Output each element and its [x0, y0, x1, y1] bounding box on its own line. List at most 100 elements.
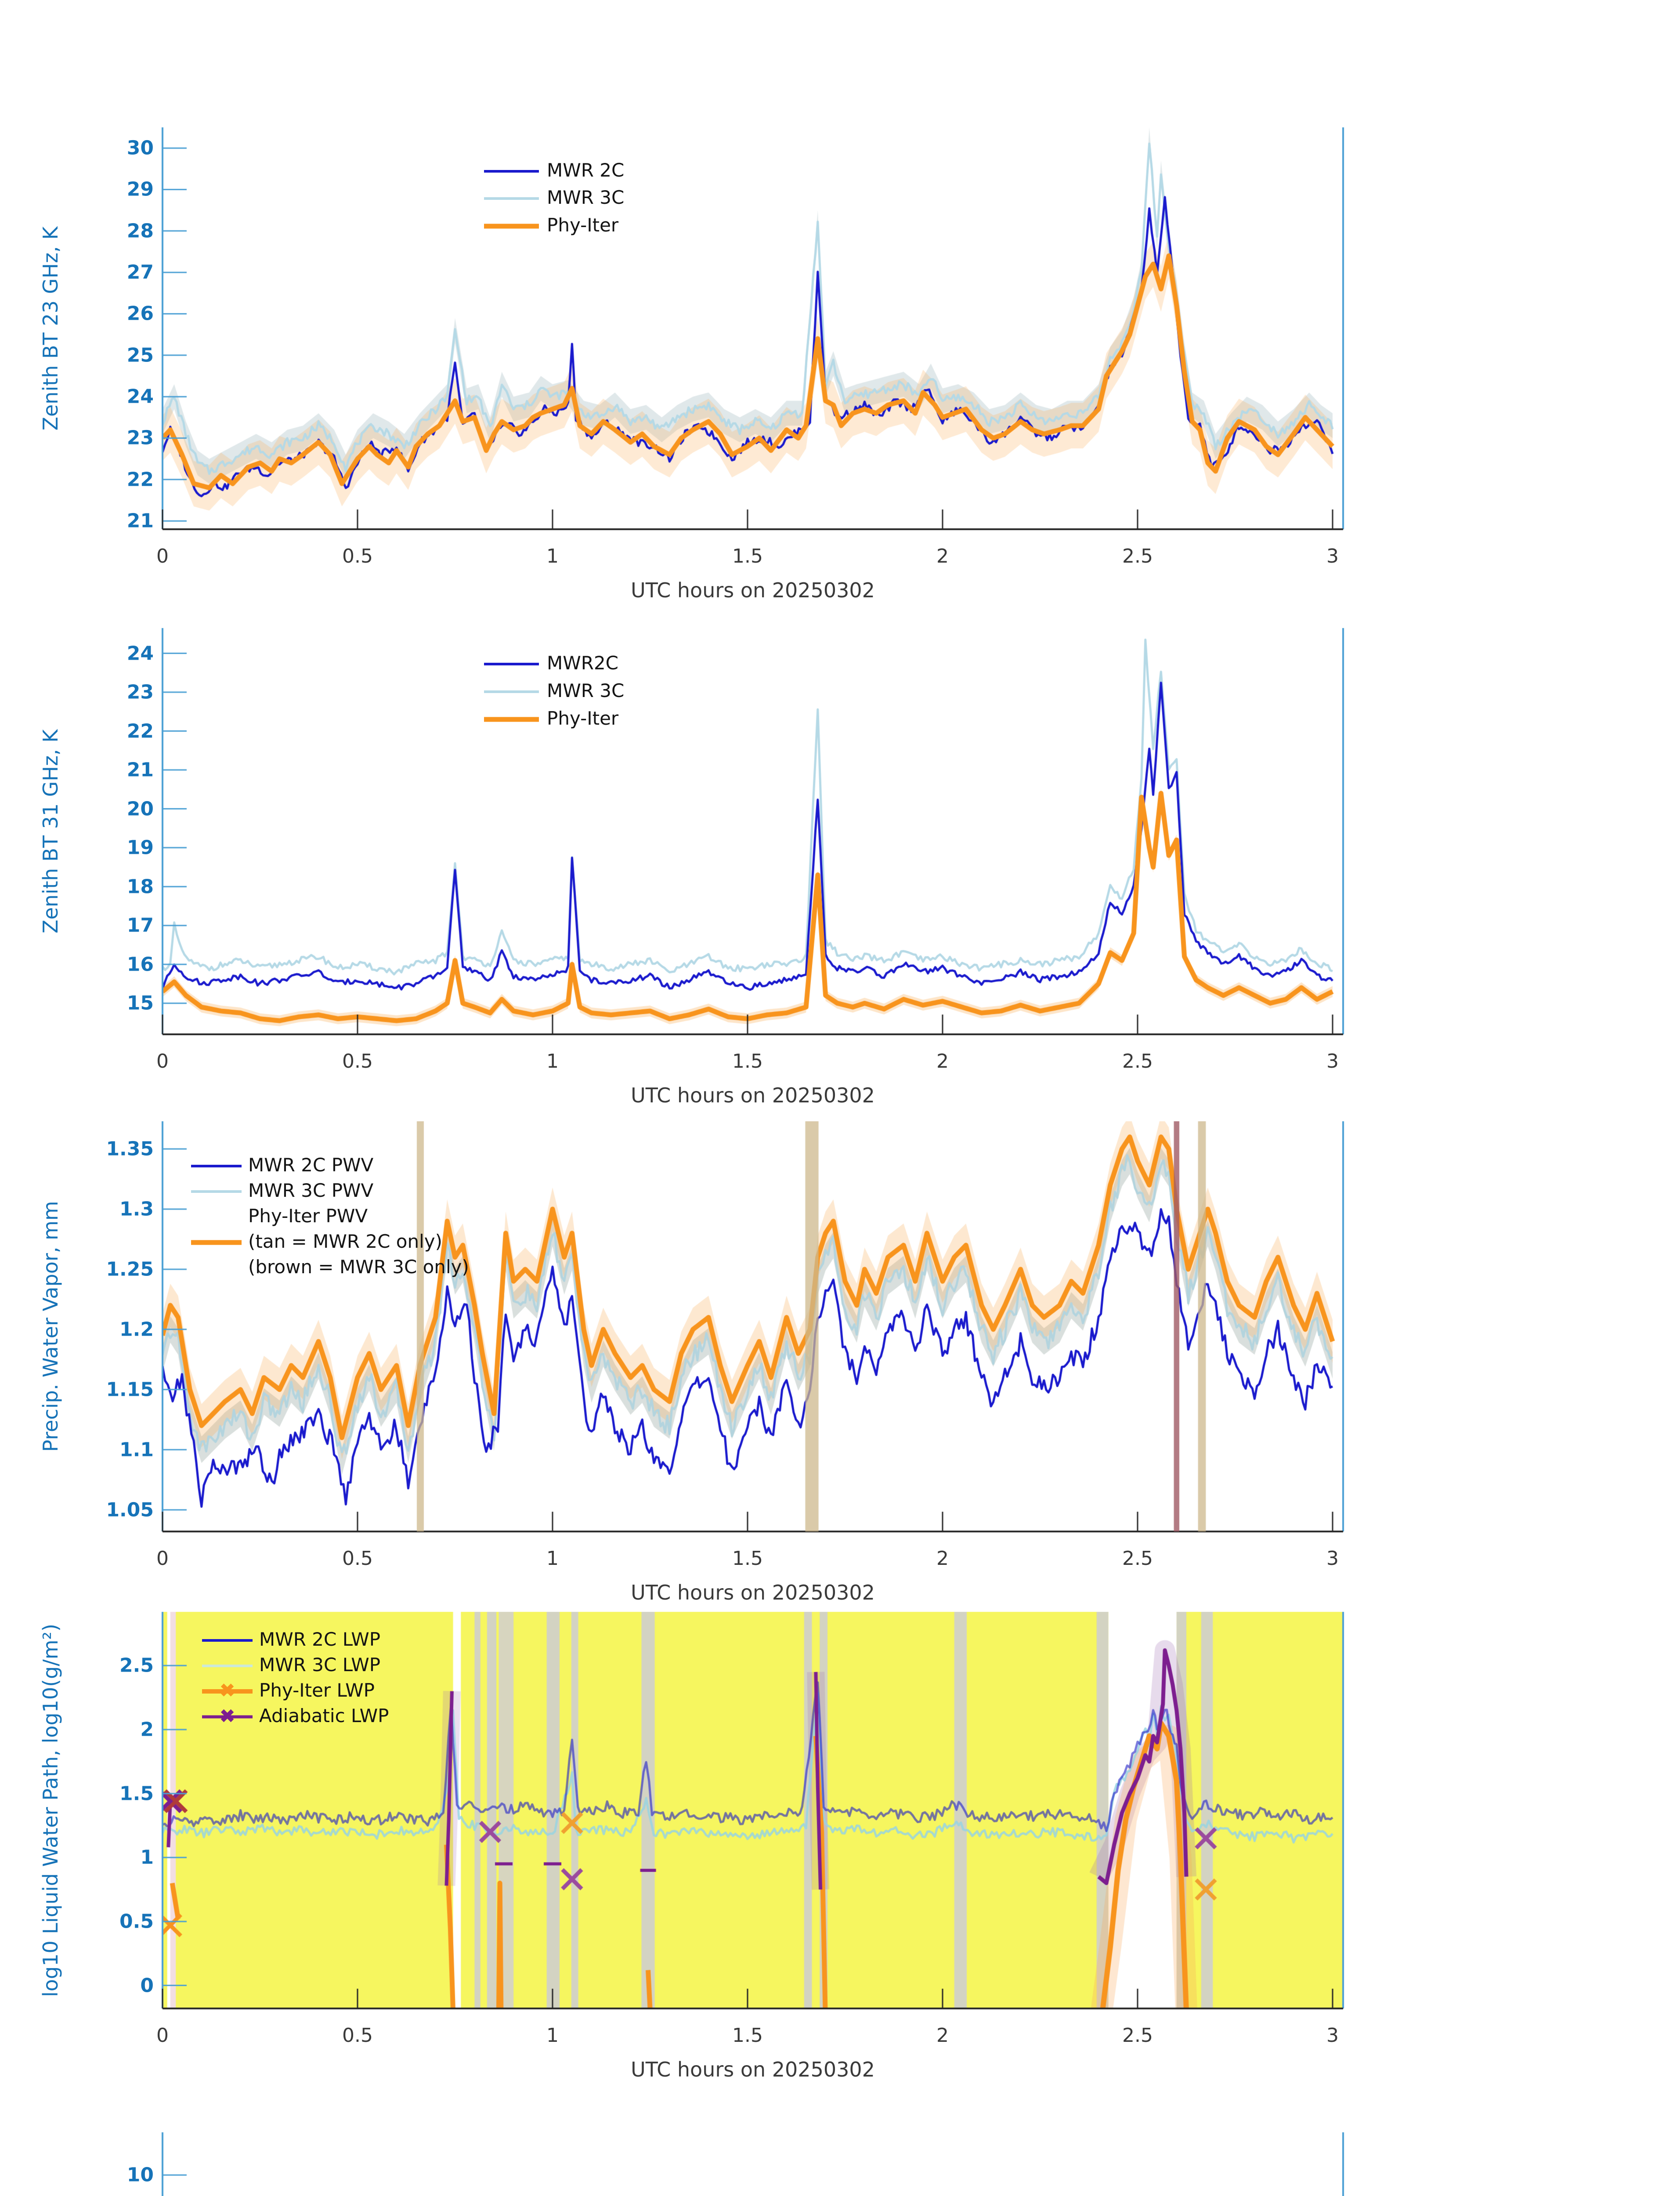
panel2-legend-label-1: MWR 3C PWV	[248, 1180, 374, 1202]
panel3-legend-label-3: Adiabatic LWP	[259, 1705, 389, 1727]
panel0-xtick-1: 1	[546, 545, 559, 567]
panel1-xtick-0: 0	[156, 1050, 169, 1073]
panel1-xtick-2.5: 2.5	[1122, 1050, 1153, 1073]
panel1-legend-swatch-1	[484, 690, 539, 693]
panel2-legend-label-2: Phy-Iter PWV	[248, 1205, 368, 1227]
panel0-ytick-28: 28	[126, 220, 154, 242]
panel2-legend-label-0: MWR 2C PWV	[248, 1154, 374, 1176]
panel0-legend-label-0: MWR 2C	[547, 159, 625, 181]
panel2-ytick-1.3: 1.3	[119, 1198, 154, 1221]
panel3-ytick-0.5: 0.5	[119, 1910, 154, 1933]
panel1-xtick-0.5: 0.5	[342, 1050, 373, 1073]
panel3-ytick-1: 1	[140, 1846, 154, 1869]
panel1-xtick-3: 3	[1326, 1050, 1339, 1073]
panel3-legend-swatch-1	[202, 1665, 253, 1667]
panel3-xtick-3: 3	[1326, 2024, 1339, 2047]
panel0-ytick-21: 21	[126, 509, 154, 532]
panel0-ytick-29: 29	[126, 178, 154, 201]
panel3-ytick-1.5: 1.5	[119, 1782, 154, 1805]
panel3-ytick-2.5: 2.5	[119, 1654, 154, 1677]
panel3-ylabel: log10 Liquid Water Path, log10(g/m²)	[39, 1623, 62, 1997]
panel0-ytick-26: 26	[126, 302, 154, 325]
panel0-ytick-23: 23	[126, 426, 154, 449]
panel2-xlabel: UTC hours on 20250302	[631, 1581, 875, 1604]
panel1-ytick-18: 18	[126, 875, 154, 898]
panel1-ytick-22: 22	[126, 720, 154, 743]
panel3-xtick-2: 2	[936, 2024, 949, 2047]
panel2-legend-label-3: (tan = MWR 2C only)	[248, 1231, 443, 1253]
panel3-ytick-0: 0	[140, 1974, 154, 1997]
panel3-legend-swatch-3: ✖	[202, 1707, 253, 1726]
panel2-ylabel: Precip. Water Vapor, mm	[39, 1201, 62, 1452]
panel0-xtick-1.5: 1.5	[732, 545, 763, 567]
panel0-xtick-0.5: 0.5	[342, 545, 373, 567]
panel0-ytick-25: 25	[126, 344, 154, 367]
x-marker-icon: ✖	[219, 1680, 235, 1702]
panel1-xtick-2: 2	[936, 1050, 949, 1073]
panel1-ytick-24: 24	[126, 642, 154, 665]
panel3-xtick-0: 0	[156, 2024, 169, 2047]
panel0-xtick-0: 0	[156, 545, 169, 567]
panel2-ytick-1.2: 1.2	[119, 1318, 154, 1341]
panel2-ytick-1.05: 1.05	[106, 1499, 154, 1521]
panel1-ytick-19: 19	[126, 836, 154, 859]
panel1-ytick-23: 23	[126, 681, 154, 704]
panel1-legend-label-2: Phy-Iter	[547, 708, 619, 730]
panel3-xtick-0.5: 0.5	[342, 2024, 373, 2047]
panel0-xlabel: UTC hours on 20250302	[631, 578, 875, 602]
panel1-legend-swatch-0	[484, 663, 539, 665]
panel0-xtick-2.5: 2.5	[1122, 545, 1153, 567]
panel2-xtick-3: 3	[1326, 1547, 1339, 1570]
panel3-legend-label-2: Phy-Iter LWP	[259, 1680, 375, 1701]
panel3-xlabel: UTC hours on 20250302	[631, 2058, 875, 2081]
panel2-ytick-1.35: 1.35	[106, 1138, 154, 1160]
panel1-legend-swatch-2	[484, 717, 539, 722]
panel2-legend-swatch-1	[191, 1190, 242, 1193]
panel1-ytick-17: 17	[126, 914, 154, 937]
panel1-legend-label-1: MWR 3C	[547, 680, 625, 702]
panel0-ylabel: Zenith BT 23 GHz, K	[39, 226, 62, 430]
panel3-legend-swatch-2: ✖	[202, 1681, 253, 1701]
panel1-xtick-1.5: 1.5	[732, 1050, 763, 1073]
panel3-xtick-2.5: 2.5	[1122, 2024, 1153, 2047]
panel2-xtick-2.5: 2.5	[1122, 1547, 1153, 1570]
panel1-ytick-20: 20	[126, 798, 154, 820]
panel3-legend-swatch-0	[202, 1639, 253, 1642]
panel0-xtick-3: 3	[1326, 545, 1339, 567]
panel0-legend-swatch-0	[484, 170, 539, 173]
panel2-legend-label-4: (brown = MWR 3C only)	[248, 1256, 469, 1278]
panel2-legend-swatch-0	[191, 1165, 242, 1167]
panel2-xtick-0.5: 0.5	[342, 1547, 373, 1570]
panel3-legend-label-0: MWR 2C LWP	[259, 1629, 381, 1651]
panel3-ytick-2: 2	[140, 1718, 154, 1741]
panel2-ytick-1.1: 1.1	[119, 1438, 154, 1461]
panel0-legend-label-2: Phy-Iter	[547, 214, 619, 236]
panel0-xtick-2: 2	[936, 545, 949, 567]
panel1-ytick-15: 15	[126, 992, 154, 1015]
panel2-ytick-1.15: 1.15	[106, 1378, 154, 1401]
panel2-xtick-0: 0	[156, 1547, 169, 1570]
panel2-xtick-1: 1	[546, 1547, 559, 1570]
panel1-ytick-21: 21	[126, 758, 154, 781]
panel4-ytick-10: 10	[126, 2163, 154, 2186]
panel0-ytick-30: 30	[126, 137, 154, 159]
panel0-ytick-22: 22	[126, 468, 154, 491]
panel0-legend-label-1: MWR 3C	[547, 187, 625, 209]
panel3-legend-label-1: MWR 3C LWP	[259, 1654, 381, 1676]
panel2-legend-swatch-3	[191, 1240, 242, 1245]
panel0-legend-swatch-1	[484, 197, 539, 200]
panel2-xtick-1.5: 1.5	[732, 1547, 763, 1570]
panel1-legend-label-0: MWR2C	[547, 652, 618, 674]
panel1-xtick-1: 1	[546, 1050, 559, 1073]
panel2-xtick-2: 2	[936, 1547, 949, 1570]
panel1-xlabel: UTC hours on 20250302	[631, 1084, 875, 1107]
panel0-ytick-24: 24	[126, 385, 154, 408]
x-marker-icon: ✖	[219, 1705, 235, 1728]
panel2-ytick-1.25: 1.25	[106, 1258, 154, 1281]
panel0-legend-swatch-2	[484, 224, 539, 229]
panel3-xtick-1.5: 1.5	[732, 2024, 763, 2047]
panel3-xtick-1: 1	[546, 2024, 559, 2047]
panel1-ylabel: Zenith BT 31 GHz, K	[39, 729, 62, 933]
